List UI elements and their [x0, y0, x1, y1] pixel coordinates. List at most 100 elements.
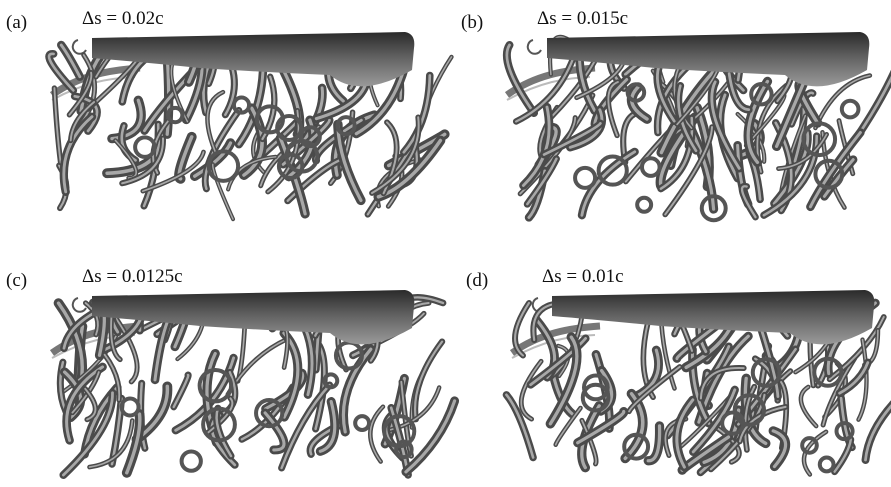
vortex-highlight: [47, 52, 75, 92]
panel-caption: Δs = 0.0125c: [82, 266, 183, 287]
vortex-highlight: [554, 407, 582, 446]
vortex-highlight: [548, 335, 579, 426]
vortex-image: [502, 32, 891, 223]
vortex-highlight: [193, 141, 233, 178]
vortex-ring: [382, 414, 417, 449]
vortex-ring: [732, 393, 767, 427]
vortex-highlight: [88, 419, 134, 468]
vortex-highlight: [371, 116, 420, 194]
wing-surface: [92, 290, 415, 345]
vortex-highlight: [699, 367, 745, 400]
vortex-ring: [119, 396, 141, 418]
vortex-highlight: [520, 360, 542, 420]
vortex-ring: [197, 367, 234, 404]
vortex-highlight: [318, 400, 337, 453]
vortex-highlight: [771, 429, 788, 469]
vortex-highlight: [623, 392, 645, 461]
vortex-highlight: [630, 85, 649, 121]
panel: (d) Δs = 0.01c: [466, 266, 891, 477]
vortex-ring: [206, 149, 241, 183]
panel-label: (c): [6, 270, 27, 291]
panel-caption: Δs = 0.01c: [542, 266, 624, 287]
vortex-ring: [800, 436, 819, 455]
small-ring: [71, 297, 87, 313]
vortex-image: [45, 32, 454, 222]
vortex-ring: [298, 125, 322, 149]
vortex-highlight: [107, 306, 139, 383]
vortex-highlight: [581, 419, 597, 465]
vortex-highlight: [664, 126, 713, 216]
vortex-highlight: [838, 361, 870, 395]
panel: (a) Δs = 0.02c: [6, 8, 454, 222]
vortex-ring: [596, 154, 629, 187]
vortex-highlight: [514, 50, 577, 123]
vortex-highlight: [402, 74, 432, 154]
vortex-highlight: [744, 385, 756, 451]
vortex-ring: [353, 414, 372, 432]
vortex-highlight: [369, 405, 384, 463]
vortex-highlight: [105, 139, 163, 175]
vortex-highlight: [172, 373, 190, 409]
vortex-ring: [801, 121, 838, 158]
vortex-ring: [750, 357, 782, 388]
vortex-highlight: [593, 78, 629, 126]
vortex-highlight: [568, 108, 604, 149]
vortex-highlight: [746, 79, 770, 165]
vortex-highlight: [341, 347, 373, 434]
vortex-highlight: [646, 424, 662, 463]
leading-edge-vortex: [509, 322, 601, 356]
vortex-highlight: [864, 404, 891, 462]
vortex-highlight: [808, 131, 862, 209]
vortex-highlight: [227, 156, 277, 191]
vortex-highlight: [777, 133, 828, 170]
vortex-highlight: [280, 383, 331, 470]
vortex-ring: [275, 113, 304, 142]
vortex-highlight: [822, 158, 855, 198]
panel: (b) Δs = 0.015c: [461, 8, 891, 223]
vortex-highlight: [384, 386, 440, 432]
panel-label: (d): [466, 270, 488, 291]
vortex-highlight: [68, 71, 93, 116]
vortex-highlight: [141, 151, 205, 192]
panel-caption: Δs = 0.02c: [82, 8, 164, 29]
vortex-highlight: [727, 72, 751, 111]
panel-label: (b): [461, 12, 483, 33]
vortex-ring: [699, 194, 728, 223]
vortex-highlight: [84, 387, 97, 421]
vortex-highlight: [59, 43, 82, 79]
vortex-image: [502, 290, 891, 477]
vortex-ring: [839, 98, 861, 120]
panel: (c) Δs = 0.0125c: [6, 266, 460, 479]
vortex-highlight: [215, 407, 233, 458]
vortex-highlight: [690, 348, 711, 425]
vortex-highlight: [404, 399, 457, 474]
vortex-highlight: [822, 357, 856, 426]
vortex-highlight: [505, 43, 536, 115]
vortex-highlight: [833, 438, 853, 473]
vortex-highlight: [580, 150, 637, 217]
vortex-ring: [834, 421, 855, 442]
vortex-highlight: [110, 316, 122, 361]
vortex-highlight: [526, 157, 558, 206]
vortex-highlight: [177, 135, 194, 181]
vortex-highlight: [857, 338, 868, 421]
vortex-highlight: [576, 409, 626, 445]
vortex-highlight: [514, 301, 531, 357]
vortex-ring: [394, 439, 414, 460]
vortex-highlight: [505, 393, 535, 459]
vortex-highlight: [212, 163, 234, 220]
vortex-highlight: [659, 69, 716, 155]
vortex-highlight: [206, 91, 224, 153]
vortex-highlight: [414, 340, 444, 421]
vortex-ring: [625, 82, 647, 103]
vortex-highlight: [278, 136, 307, 216]
vortex-ring: [749, 82, 774, 107]
wing-surface: [552, 290, 875, 345]
vortex-highlight: [691, 388, 737, 454]
vortex-tube: [861, 400, 891, 464]
vortex-ring: [581, 373, 610, 402]
vortex-highlight: [738, 405, 787, 443]
vortex-highlight: [715, 426, 741, 463]
vortex-ring: [635, 195, 654, 214]
